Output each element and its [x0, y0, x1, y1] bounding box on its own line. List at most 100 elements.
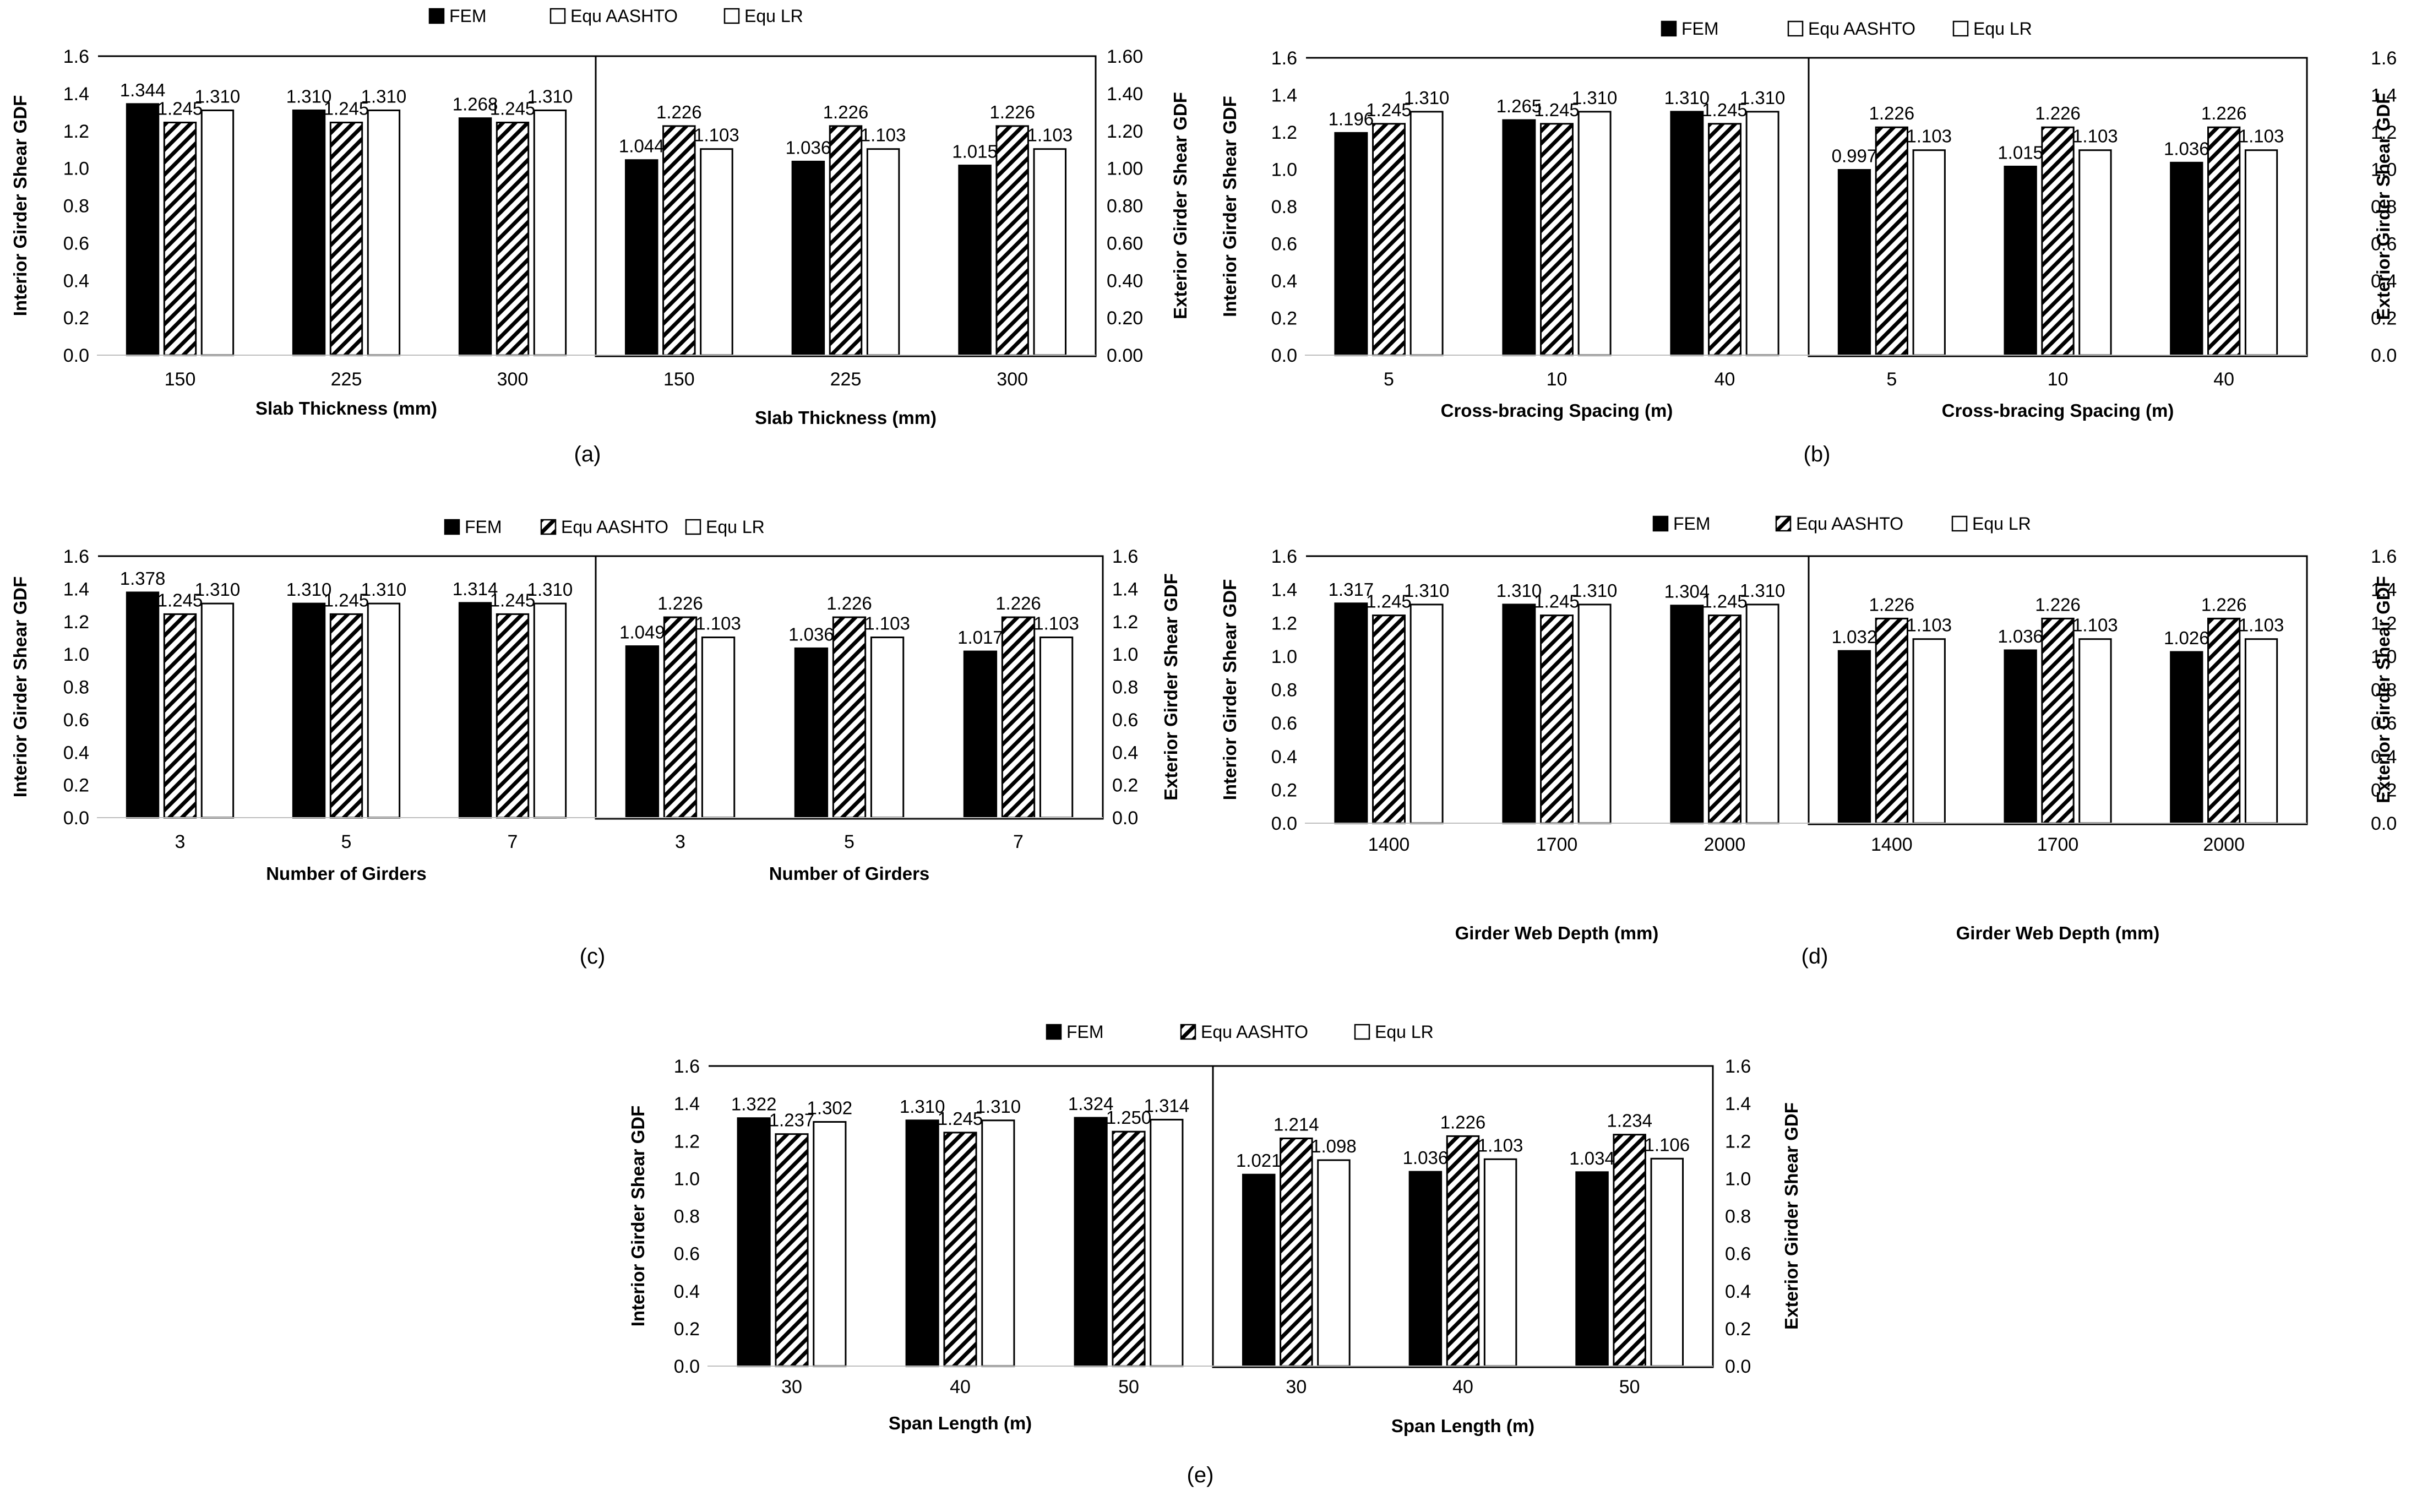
- exterior-data-label: 1.234: [1607, 1111, 1652, 1131]
- interior-y-tick-label: 0.2: [674, 1319, 700, 1340]
- legend-label: Equ LR: [744, 6, 803, 26]
- legend-label: Equ LR: [706, 517, 765, 537]
- exterior-data-label: 1.021: [1236, 1150, 1282, 1171]
- exterior-bar-equ-lr: [2078, 149, 2112, 356]
- exterior-y-tick-label: 0.8: [1725, 1206, 1751, 1227]
- exterior-y-tick-label: 0.0: [2371, 345, 2397, 366]
- exterior-data-label: 0.997: [1832, 146, 1877, 166]
- exterior-y-tick-label: 0.2: [2371, 780, 2397, 801]
- exterior-y-tick-label: 0.80: [1107, 196, 1143, 217]
- interior-data-label: 1.310: [286, 579, 332, 600]
- exterior-bar-equ-lr: [1912, 638, 1946, 824]
- interior-y-tick-label: 1.0: [63, 644, 89, 665]
- interior-bar-equ-lr: [1577, 111, 1612, 356]
- exterior-y-tick-label: 0.2: [1725, 1319, 1751, 1340]
- interior-bar-fem: [458, 117, 492, 356]
- interior-y-tick-label: 1.6: [674, 1056, 700, 1077]
- interior-bar-equ-lr: [813, 1121, 847, 1367]
- interior-x-axis-label: Girder Web Depth (mm): [1455, 923, 1659, 943]
- interior-y-axis-label: Interior Girder Shear GDF: [628, 1106, 648, 1327]
- exterior-data-label: 1.226: [2035, 594, 2081, 614]
- legend-label: FEM: [465, 517, 502, 537]
- interior-bar-equ-lr: [200, 109, 235, 356]
- interior-y-tick-label: 1.0: [1271, 646, 1297, 667]
- exterior-y-axis-label: Exterior Girder Shear GDF: [1170, 92, 1190, 319]
- exterior-data-label: 1.103: [1033, 613, 1079, 634]
- legend: FEM Equ AASHTO Equ LR: [1661, 19, 2032, 39]
- exterior-bar-equ-aashto: [2207, 617, 2241, 824]
- interior-data-label: 1.378: [120, 568, 166, 589]
- exterior-data-label: 1.036: [1403, 1147, 1449, 1168]
- exterior-frame: [595, 555, 1104, 820]
- exterior-bar-equ-aashto: [663, 616, 698, 819]
- interior-chart: 0.0 0.2 0.4 0.6 0.8 1.0 1.2 1.4 1.6 Interior Gird…: [10, 46, 596, 418]
- exterior-data-label: 1.226: [1869, 103, 1915, 123]
- interior-chart: 0.0 0.2 0.4 0.6 0.8 1.0 1.2 1.4 1.6 Interior Gird…: [628, 1056, 1213, 1433]
- exterior-y-tick-label: 0.4: [2371, 271, 2397, 292]
- legend-label: Equ LR: [1375, 1022, 1434, 1042]
- exterior-x-tick-label: 3: [675, 831, 685, 852]
- exterior-bar-equ-aashto: [2207, 126, 2241, 356]
- legend-label: FEM: [1673, 514, 1711, 534]
- exterior-bar-equ-aashto: [832, 616, 867, 819]
- interior-y-tick-label: 1.0: [1271, 160, 1297, 181]
- interior-x-tick-label: 300: [497, 369, 529, 390]
- interior-x-tick-label: 40: [1715, 369, 1735, 390]
- exterior-y-tick-label: 1.6: [2371, 546, 2397, 567]
- exterior-y-tick-label: 1.4: [2371, 580, 2397, 601]
- interior-chart: 0.0 0.2 0.4 0.6 0.8 1.0 1.2 1.4 1.6 Interior Gird…: [10, 546, 596, 884]
- exterior-x-axis-label: Slab Thickness (mm): [755, 407, 937, 428]
- interior-data-label: 1.317: [1329, 579, 1374, 600]
- interior-y-tick-label: 0.6: [63, 710, 89, 731]
- interior-data-label: 1.310: [361, 579, 407, 600]
- interior-bar-equ-aashto: [1708, 123, 1741, 356]
- exterior-data-label: 1.226: [2201, 103, 2247, 123]
- exterior-y-tick-label: 0.4: [1725, 1281, 1751, 1302]
- exterior-data-label: 1.226: [1869, 594, 1915, 614]
- interior-x-tick-label: 5: [1384, 369, 1394, 390]
- exterior-y-tick-label: 0.2: [2371, 308, 2397, 329]
- legend-label: Equ AASHTO: [1808, 19, 1915, 39]
- exterior-frame: [1212, 1065, 1714, 1368]
- interior-bar-fem: [737, 1117, 771, 1367]
- interior-data-label: 1.245: [157, 98, 203, 118]
- panel-label: (e): [1187, 1463, 1214, 1487]
- exterior-bar-equ-lr: [1039, 637, 1074, 819]
- chart-panel: FEM Equ AASHTO Equ LR 0.0 0.2 0.4 0.6 0.8 1.0 1.2…: [10, 6, 1190, 466]
- exterior-x-axis-label: Span Length (m): [1391, 1416, 1534, 1436]
- interior-data-label: 1.245: [324, 98, 369, 118]
- interior-bar-equ-lr: [200, 602, 235, 819]
- interior-bar-equ-aashto: [1540, 123, 1574, 356]
- interior-bar-equ-aashto: [496, 121, 530, 356]
- interior-y-tick-label: 0.4: [1271, 271, 1297, 292]
- interior-x-tick-label: 10: [1547, 369, 1568, 390]
- exterior-bar-equ-lr: [1033, 148, 1067, 356]
- interior-data-label: 1.310: [1572, 580, 1618, 601]
- interior-data-label: 1.250: [1106, 1107, 1152, 1128]
- exterior-bar-fem: [1242, 1173, 1276, 1367]
- panel-label: (b): [1804, 442, 1831, 466]
- exterior-bar-fem: [2004, 649, 2037, 824]
- interior-data-label: 1.268: [453, 94, 498, 115]
- interior-data-label: 1.245: [1534, 591, 1580, 612]
- interior-y-tick-label: 1.4: [63, 579, 89, 600]
- legend-label: Equ LR: [1973, 19, 2032, 39]
- exterior-bar-equ-lr: [870, 637, 905, 819]
- interior-data-label: 1.245: [1702, 100, 1748, 120]
- exterior-x-tick-label: 40: [2213, 369, 2234, 390]
- interior-x-tick-label: 7: [508, 831, 518, 852]
- interior-data-label: 1.265: [1496, 96, 1542, 116]
- interior-data-label: 1.310: [1572, 88, 1618, 108]
- exterior-data-label: 1.103: [1906, 126, 1952, 146]
- exterior-x-tick-label: 40: [1452, 1377, 1473, 1397]
- chart-panel: FEM Equ AASHTO Equ LR 0.0 0.2 0.4 0.6 0.8 1.0 1.2…: [10, 517, 1181, 969]
- exterior-bar-equ-lr: [866, 148, 900, 356]
- interior-chart: 0.0 0.2 0.4 0.6 0.8 1.0 1.2 1.4 1.6 Interior Gird…: [1220, 546, 1809, 943]
- exterior-data-label: 1.032: [1832, 627, 1877, 647]
- exterior-bar-equ-lr: [2244, 638, 2278, 824]
- exterior-x-tick-label: 225: [830, 369, 862, 390]
- interior-data-label: 1.304: [1664, 581, 1710, 602]
- exterior-bar-equ-aashto: [995, 125, 1029, 356]
- exterior-bar-equ-lr: [2078, 638, 2112, 824]
